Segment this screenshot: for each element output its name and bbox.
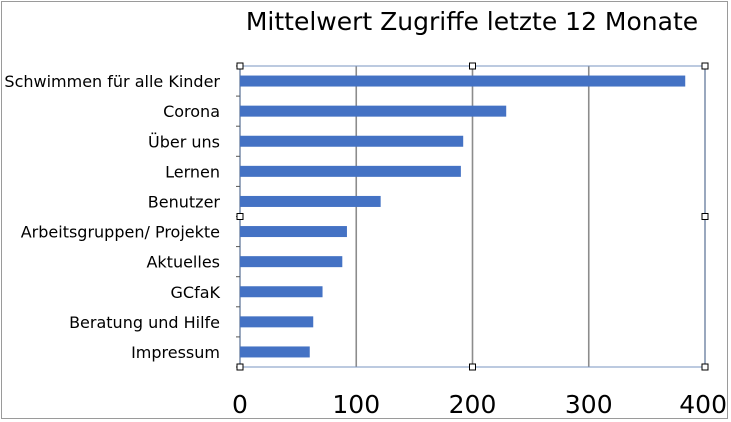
x-tick-label: 200 (449, 390, 497, 419)
bar (240, 226, 347, 238)
chart-title: Mittelwert Zugriffe letzte 12 Monate (246, 7, 698, 36)
bars (240, 75, 686, 358)
x-tick-labels: 0 100 200 300 400 (232, 390, 727, 419)
category-label: Schwimmen für alle Kinder (4, 72, 220, 91)
bar (240, 346, 310, 358)
x-tick-label: 400 (679, 390, 727, 419)
category-label: Corona (163, 102, 220, 121)
bar (240, 316, 314, 328)
selection-handles (236, 62, 709, 371)
category-label: Benutzer (148, 192, 221, 211)
selection-handle (469, 62, 476, 70)
category-label: Lernen (165, 162, 220, 181)
bar (240, 256, 343, 268)
x-tick-label: 300 (565, 390, 613, 419)
category-label: GCfaK (171, 283, 221, 302)
selection-handle (469, 363, 476, 371)
bar (240, 165, 461, 177)
selection-handle (236, 62, 244, 70)
selection-handle (236, 213, 244, 220)
bar (240, 195, 381, 207)
selection-handle (701, 363, 709, 371)
x-tick-label: 0 (232, 390, 248, 419)
bar (240, 75, 686, 87)
bar (240, 135, 464, 147)
selection-handle (701, 213, 709, 220)
category-label: Impressum (131, 343, 220, 362)
category-label: Beratung und Hilfe (69, 313, 220, 332)
category-label: Aktuelles (146, 253, 220, 272)
category-label: Arbeitsgruppen/ Projekte (21, 223, 220, 242)
bar (240, 286, 323, 298)
selection-handle (701, 62, 709, 70)
category-label: Über uns (148, 132, 220, 151)
selection-handle (236, 363, 244, 371)
x-tick-label: 100 (332, 390, 380, 419)
bar (240, 105, 507, 117)
category-labels: Schwimmen für alle Kinder Corona Über uns L… (4, 72, 220, 362)
